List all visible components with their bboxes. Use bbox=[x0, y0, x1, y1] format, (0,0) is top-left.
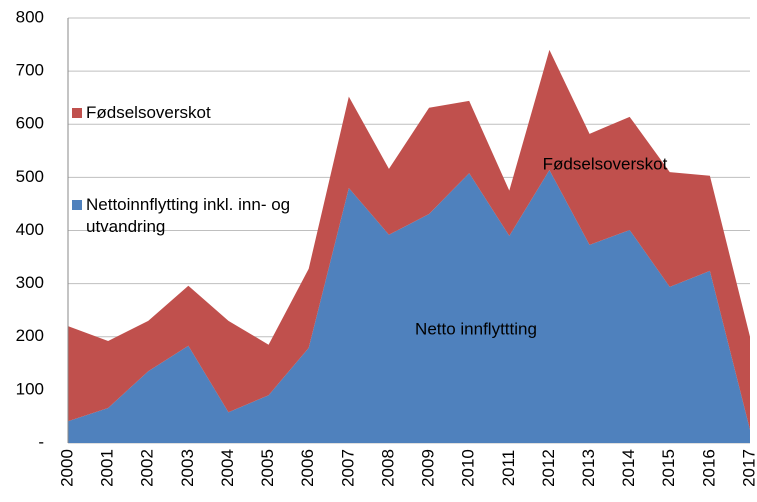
x-tick-label: 2007 bbox=[338, 449, 357, 487]
y-tick-label: 300 bbox=[16, 273, 44, 292]
y-tick-label: 100 bbox=[16, 379, 44, 398]
x-tick-label: 2012 bbox=[539, 449, 558, 487]
x-tick-label: 2004 bbox=[218, 449, 237, 487]
x-tick-label: 2003 bbox=[178, 449, 197, 487]
annotation: Netto innflyttting bbox=[415, 319, 537, 338]
area bbox=[68, 49, 750, 430]
x-tick-label: 2013 bbox=[579, 449, 598, 487]
x-tick-label: 2006 bbox=[298, 449, 317, 487]
y-tick-label: 600 bbox=[16, 114, 44, 133]
legend-label: Nettoinnflytting inkl. inn- og utvandrin… bbox=[86, 195, 291, 236]
x-tick-label: 2017 bbox=[739, 449, 757, 487]
y-tick-label: 500 bbox=[16, 167, 44, 186]
annotation: Fødselsoverskot bbox=[543, 154, 668, 173]
x-tick-label: 2011 bbox=[499, 450, 518, 487]
x-tick-label: 2014 bbox=[619, 449, 638, 487]
x-tick-label: 2016 bbox=[699, 449, 718, 487]
y-tick-label: 400 bbox=[16, 220, 44, 239]
y-tick-label: 700 bbox=[16, 61, 44, 80]
x-tick-label: 2010 bbox=[459, 449, 478, 487]
x-tick-label: 2002 bbox=[138, 449, 157, 487]
x-tick-label: 2005 bbox=[258, 449, 277, 487]
y-tick-label: 800 bbox=[16, 7, 44, 26]
x-tick-label: 2008 bbox=[378, 449, 397, 487]
x-tick-label: 2015 bbox=[659, 449, 678, 487]
x-tick-label: 2000 bbox=[57, 449, 76, 487]
x-tick-label: 2009 bbox=[419, 449, 438, 487]
y-tick-label: 200 bbox=[16, 326, 44, 345]
x-tick-label: 2001 bbox=[98, 449, 117, 487]
area bbox=[68, 169, 750, 443]
legend-label: Fødselsoverskot bbox=[86, 103, 211, 122]
legend-swatch bbox=[72, 108, 82, 118]
y-tick-label: - bbox=[38, 432, 44, 451]
legend-swatch bbox=[72, 200, 82, 210]
